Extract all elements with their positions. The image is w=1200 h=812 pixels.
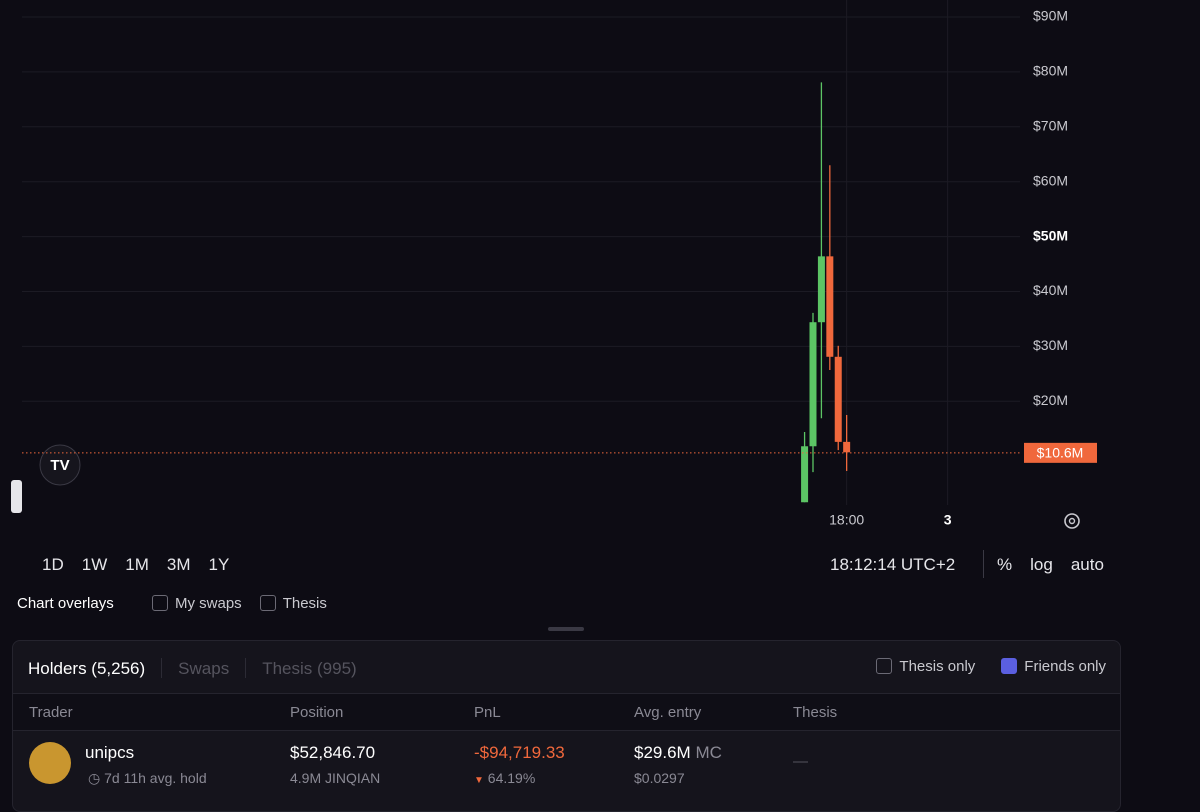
y-tick-label: $40M [1033, 282, 1068, 298]
entry-price: $0.0297 [634, 770, 685, 786]
y-tick-label: $30M [1033, 337, 1068, 353]
tabs: Holders (5,256) Swaps Thesis (995) [28, 658, 373, 679]
y-tick-label: $20M [1033, 392, 1068, 408]
chart-option[interactable]: % [997, 555, 1013, 574]
thesis-cell: — [793, 753, 808, 770]
hold-time: ◷ 7d 11h avg. hold [88, 770, 207, 786]
pnl: -$94,719.33 [474, 743, 565, 762]
tab[interactable]: Thesis (995) [262, 659, 357, 678]
filter-toggle[interactable]: Friends only [1001, 658, 1106, 675]
current-price-tag [1024, 442, 1097, 463]
current-price-label: $10.6M [1037, 445, 1084, 461]
timeframe-button[interactable]: 1D [42, 555, 64, 574]
holders-panel: Holders (5,256) Swaps Thesis (995) Thesis … [12, 640, 1121, 812]
filter-toggle[interactable]: Thesis only [876, 658, 975, 675]
tab[interactable]: Swaps [178, 659, 230, 678]
checkbox [876, 658, 893, 674]
column-header: Position [290, 704, 344, 721]
chart: TV $20M $30M $40M $50M $60M $70M $80M $90M 18:00… [11, 0, 1097, 529]
divider [983, 550, 984, 578]
candle-body [834, 356, 842, 442]
timeframes: 1D 1W 1M 3M 1Y [42, 555, 247, 575]
entry-mc-unit: MC [695, 743, 722, 762]
drag-handle[interactable] [548, 627, 584, 631]
timeframe-button[interactable]: 1W [81, 555, 108, 574]
filter-label: Friends only [1024, 658, 1106, 675]
entry-mc: $29.6M MC [634, 743, 722, 763]
checkbox [259, 595, 276, 611]
timeframe-button[interactable]: 1Y [208, 555, 230, 574]
column-header: PnL [474, 704, 501, 721]
filters: Thesis only Friends only [850, 658, 1106, 675]
candle-body [826, 256, 834, 357]
trader-name[interactable]: unipcs [85, 743, 135, 762]
tradingview-logo[interactable] [39, 444, 81, 486]
settings-icon-center [1068, 517, 1076, 525]
position: $52,846.70 [290, 743, 376, 762]
checkbox [152, 595, 168, 611]
timeframe-button[interactable]: 3M [166, 555, 191, 574]
sidebar-toggle[interactable] [11, 480, 22, 513]
overlay-label: Thesis [282, 595, 327, 612]
overlays-label: Chart overlays [17, 595, 114, 612]
overlays: My swaps Thesis [152, 595, 345, 612]
x-tick-label: 3 [944, 512, 952, 528]
candle-body [817, 256, 825, 323]
avatar [29, 742, 71, 784]
overlay-toggle[interactable]: My swaps [152, 595, 242, 612]
tab-divider [161, 658, 163, 678]
column-header: Avg. entry [634, 704, 702, 721]
overlay-label: My swaps [175, 595, 242, 612]
column-headers: Trader Position PnL Avg. entry Thesis [13, 693, 1120, 731]
y-tick-label: $70M [1033, 118, 1068, 134]
y-tick-label: $90M [1033, 8, 1068, 24]
tab[interactable]: Holders (5,256) [28, 659, 146, 678]
chart-option[interactable]: log [1030, 555, 1053, 574]
column-header: Thesis [793, 704, 838, 721]
timeframe-button[interactable]: 1M [125, 555, 149, 574]
hold-text: 7d 11h avg. hold [104, 770, 207, 786]
x-tick-label: 18:00 [829, 512, 864, 528]
y-tick-label: $50M [1033, 227, 1068, 243]
tab-divider [245, 658, 247, 678]
settings-icon[interactable] [1064, 513, 1080, 529]
checkbox [1001, 658, 1018, 674]
candle-body [809, 322, 817, 447]
y-tick-label: $60M [1033, 172, 1068, 188]
logo-glyph: TV [50, 457, 69, 474]
entry-mc-value: $29.6M [634, 743, 691, 762]
candle-body [843, 441, 851, 453]
chart-options: % log auto [997, 555, 1122, 575]
chart-option[interactable]: auto [1070, 555, 1104, 574]
candle-body [801, 446, 809, 503]
filter-label: Thesis only [899, 658, 976, 675]
y-tick-label: $80M [1033, 63, 1068, 79]
pnl-pct: ▼ 64.19% [474, 770, 535, 786]
column-header: Trader [29, 704, 73, 721]
overlay-toggle[interactable]: Thesis [259, 595, 327, 612]
down-arrow: ▼ [474, 775, 484, 786]
amount: 4.9M JINQIAN [290, 770, 381, 786]
pnl-pct-text: 64.19% [487, 770, 536, 786]
clock: 18:12:14 UTC+2 [830, 555, 956, 574]
